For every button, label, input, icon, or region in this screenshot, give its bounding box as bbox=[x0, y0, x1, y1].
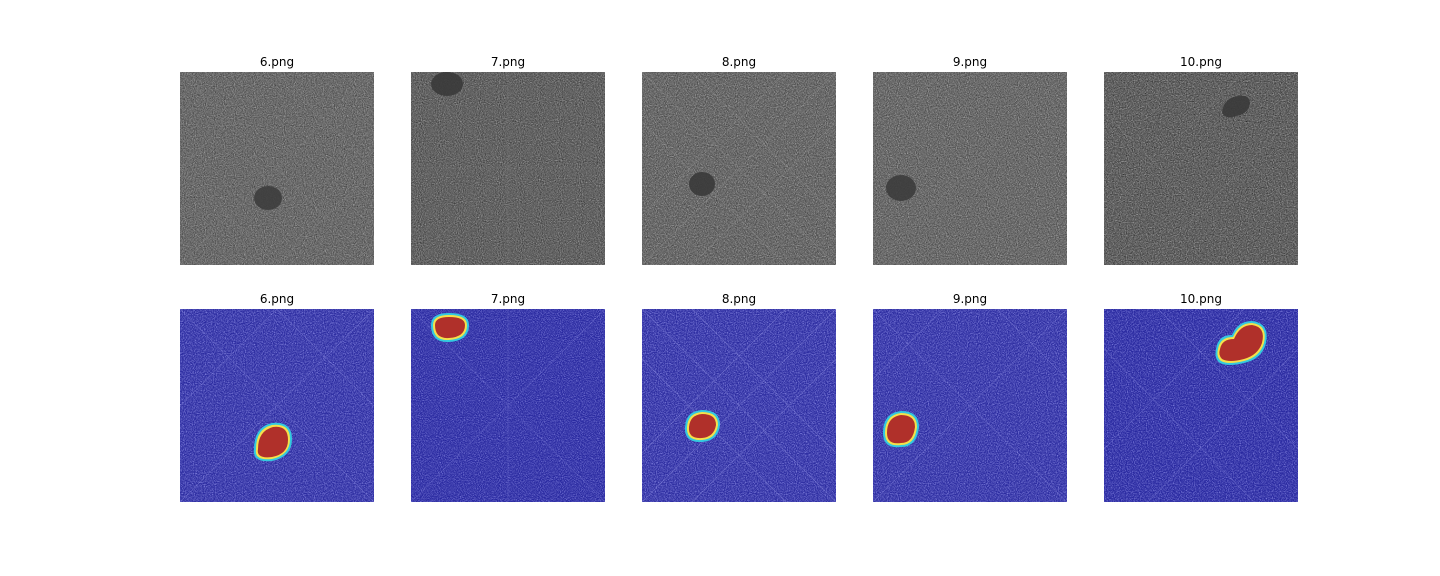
grayscale-image-svg bbox=[642, 72, 836, 265]
lesion-mask bbox=[684, 410, 720, 443]
panel-gray-6: 6.png bbox=[180, 55, 374, 265]
panel-title: 6.png bbox=[259, 292, 295, 306]
overlay-image-svg bbox=[873, 309, 1067, 502]
grayscale-image-svg bbox=[1104, 72, 1298, 265]
overlay-image-svg bbox=[1104, 309, 1298, 502]
panel-overlay-6: 6.png bbox=[180, 292, 374, 502]
overlay-image bbox=[1104, 309, 1298, 502]
overlay-image-svg bbox=[411, 309, 605, 502]
panel-title: 7.png bbox=[490, 292, 526, 306]
panel-overlay-10: 10.png bbox=[1104, 292, 1298, 502]
panel-title: 9.png bbox=[952, 292, 988, 306]
lesion-mask bbox=[431, 313, 469, 343]
overlay-image-svg bbox=[642, 309, 836, 502]
panel-title: 10.png bbox=[1180, 55, 1222, 69]
grayscale-image-svg bbox=[873, 72, 1067, 265]
panel-title: 8.png bbox=[721, 55, 757, 69]
overlay-image bbox=[411, 309, 605, 502]
panel-title: 6.png bbox=[259, 55, 295, 69]
overlay-image bbox=[180, 309, 374, 502]
panel-gray-8: 8.png bbox=[642, 55, 836, 265]
panel-overlay-7: 7.png bbox=[411, 292, 605, 502]
panel-title: 7.png bbox=[490, 55, 526, 69]
panel-overlay-8: 8.png bbox=[642, 292, 836, 502]
panel-title: 10.png bbox=[1180, 292, 1222, 306]
panel-gray-9: 9.png bbox=[873, 55, 1067, 265]
panel-title: 8.png bbox=[721, 292, 757, 306]
overlay-image bbox=[642, 309, 836, 502]
panel-gray-7: 7.png bbox=[411, 55, 605, 265]
panel-gray-10: 10.png bbox=[1104, 55, 1298, 265]
overlay-image-svg bbox=[180, 309, 374, 502]
grayscale-image bbox=[411, 72, 605, 265]
grayscale-image-svg bbox=[180, 72, 374, 265]
grayscale-image bbox=[642, 72, 836, 265]
panel-overlay-9: 9.png bbox=[873, 292, 1067, 502]
lesion-mask bbox=[883, 411, 919, 448]
overlay-image bbox=[873, 309, 1067, 502]
panel-title: 9.png bbox=[952, 55, 988, 69]
lesion-mask bbox=[253, 422, 292, 462]
grayscale-image bbox=[180, 72, 374, 265]
lesion-mask bbox=[1215, 321, 1267, 365]
grayscale-image bbox=[873, 72, 1067, 265]
grayscale-image-svg bbox=[411, 72, 605, 265]
grayscale-image bbox=[1104, 72, 1298, 265]
